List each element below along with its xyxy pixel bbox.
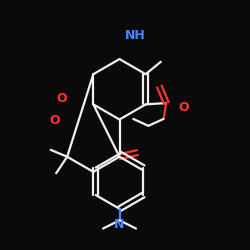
Text: NH: NH <box>125 29 146 42</box>
Text: O: O <box>50 114 60 128</box>
Text: O: O <box>179 101 189 114</box>
Text: N: N <box>114 218 125 231</box>
Text: O: O <box>56 92 67 106</box>
